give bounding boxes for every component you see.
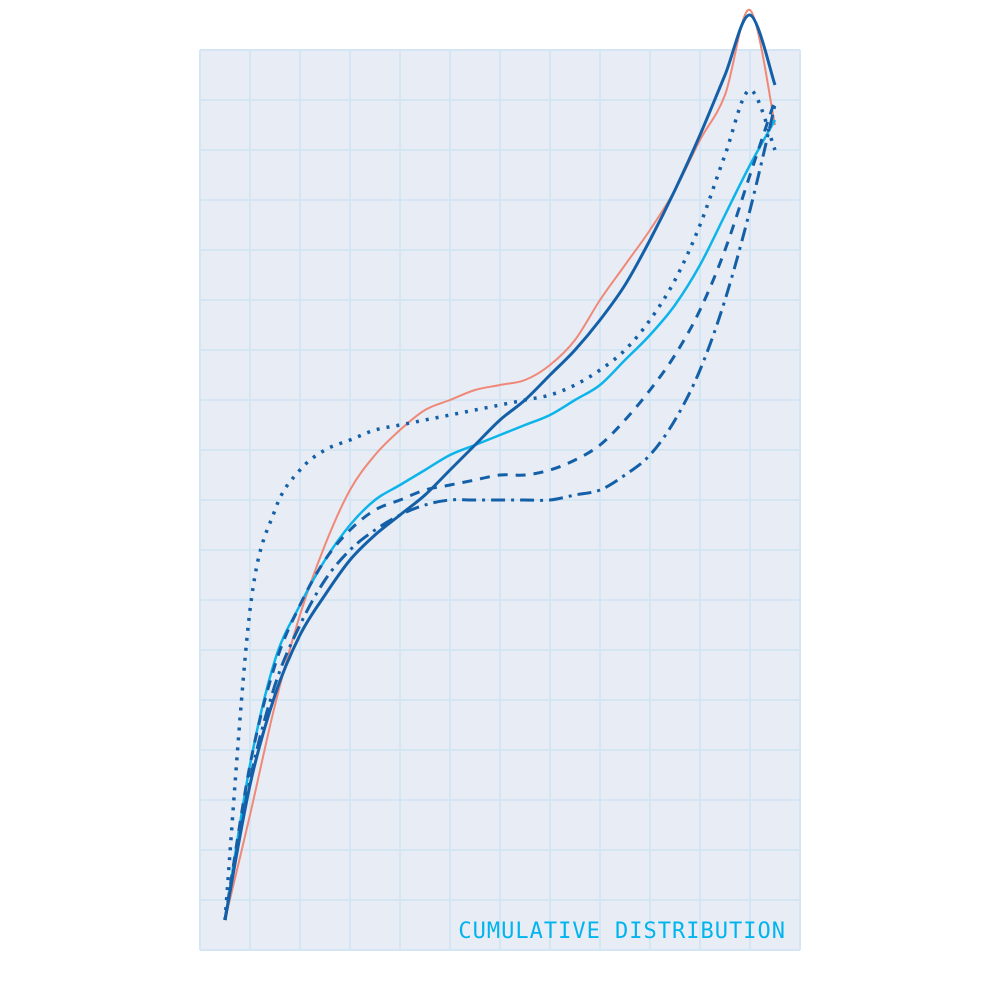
grid — [199, 49, 801, 951]
chart-annotation: CUMULATIVE DISTRIBUTION — [458, 919, 786, 944]
series-line-3 — [223, 13, 777, 921]
series-line-4 — [223, 99, 777, 921]
series-layer — [223, 8, 777, 921]
series-line-5 — [223, 104, 777, 921]
series-line-6 — [223, 88, 777, 921]
